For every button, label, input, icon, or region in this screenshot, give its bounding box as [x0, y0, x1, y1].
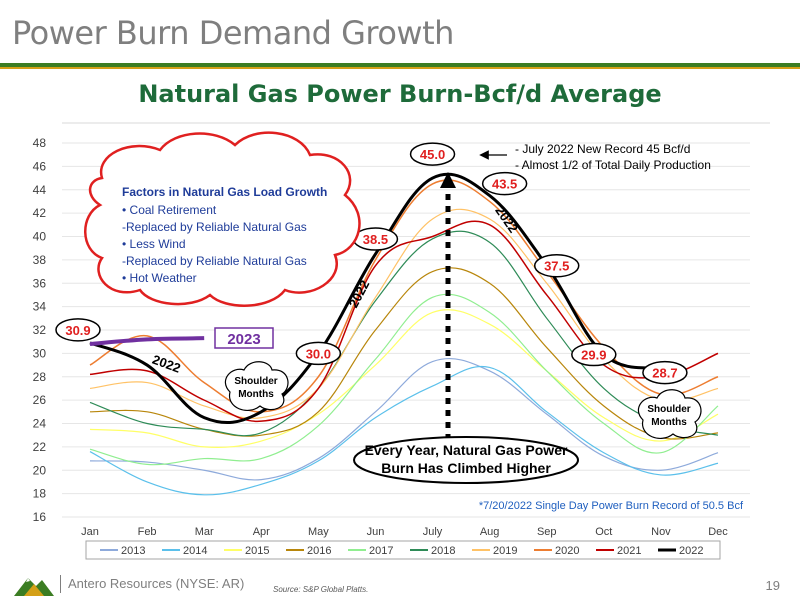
shoulder-months-fall-line2: Months — [651, 417, 687, 428]
legend-label-2021: 2021 — [617, 545, 641, 557]
y-tick-label: 34 — [33, 300, 47, 314]
title-rule — [0, 63, 800, 67]
cloud-line: • Hot Weather — [122, 271, 197, 285]
factors-cloud — [84, 131, 361, 307]
data-label: 29.9 — [581, 348, 606, 363]
title-rule-accent — [0, 67, 800, 69]
x-tick-label: May — [308, 526, 329, 538]
page-number: 19 — [765, 578, 780, 593]
data-label-bubble — [533, 253, 580, 278]
record-note-2: - Almost 1/2 of Total Daily Production — [515, 158, 711, 172]
y-tick-label: 16 — [33, 510, 47, 524]
y-tick-label: 40 — [33, 230, 47, 244]
data-label-bubble — [409, 142, 456, 166]
antero-logo-icon — [12, 572, 56, 603]
data-label-bubble — [481, 171, 528, 196]
x-tick-label: Apr — [253, 526, 270, 538]
y-tick-label: 28 — [33, 370, 47, 384]
data-label: 43.5 — [492, 177, 517, 192]
y-tick-label: 32 — [33, 323, 47, 337]
y-tick-label: 48 — [33, 136, 47, 150]
data-label: 30.0 — [306, 346, 331, 361]
footer-source: Source: S&P Global Platts. — [273, 585, 369, 594]
legend-label-2017: 2017 — [369, 545, 393, 557]
record-note-1: - July 2022 New Record 45 Bcf/d — [515, 142, 690, 156]
climb-note-line2: Burn Has Climbed Higher — [381, 460, 551, 476]
series-line-2022 — [89, 172, 662, 425]
data-label: 30.9 — [65, 323, 90, 338]
y-axis: 16 18 20 22 24 26 28 30 32 34 36 38 40 42 44 46 48 — [33, 136, 47, 524]
label-2023: 2023 — [227, 331, 260, 348]
data-label-bubble — [571, 342, 617, 367]
y-tick-label: 44 — [33, 183, 47, 197]
data-label-bubble — [55, 318, 101, 342]
legend-box — [85, 540, 721, 560]
y-tick-label: 18 — [33, 487, 47, 501]
series-line-2014 — [89, 365, 719, 496]
x-tick-label: July — [423, 526, 443, 538]
series-line-2018 — [89, 230, 719, 437]
cloud-line: -Replaced by Reliable Natural Gas — [122, 220, 307, 234]
cloud-line: • Coal Retirement — [122, 203, 217, 217]
legend-label-2014: 2014 — [183, 545, 207, 557]
annotations: 2023 30.9 30.0 38.5 45.0 43.5 37.5 29.9 28.7 2022… — [55, 131, 744, 512]
footer-separator — [60, 575, 61, 593]
shoulder-months-fall-cloud — [637, 389, 702, 439]
series-line-2013 — [89, 357, 719, 481]
curve-label-2022-jun: 2022 — [346, 278, 373, 311]
x-tick-label: Feb — [138, 526, 157, 538]
y-tick-label: 42 — [33, 206, 47, 220]
shoulder-months-spring-line2: Months — [238, 389, 274, 400]
x-tick-label: Nov — [651, 526, 671, 538]
label-2023-box — [214, 327, 274, 349]
legend-label-2015: 2015 — [245, 545, 269, 557]
legend-label-2022: 2022 — [679, 545, 703, 557]
cloud-line: -Replaced by Reliable Natural Gas — [122, 254, 307, 268]
cloud-title: Factors in Natural Gas Load Growth — [122, 185, 327, 199]
series-line-2023 — [89, 336, 205, 347]
series-line-2017 — [89, 293, 719, 466]
climb-arrowhead — [440, 172, 456, 188]
footer-company: Antero Resources (NYSE: AR) — [68, 576, 245, 591]
x-tick-label: Jun — [367, 526, 385, 538]
legend: 2013 2014 2015 2016 2017 2018 2019 2020 2021 2022 — [85, 540, 721, 560]
shoulder-months-fall-line1: Shoulder — [647, 404, 690, 415]
y-tick-label: 22 — [33, 440, 47, 454]
shoulder-months-spring-line1: Shoulder — [234, 376, 277, 387]
y-tick-label: 46 — [33, 159, 47, 173]
legend-label-2019: 2019 — [493, 545, 517, 557]
climb-note-line1: Every Year, Natural Gas Power — [365, 442, 568, 458]
y-tick-label: 24 — [33, 417, 47, 431]
y-tick-label: 26 — [33, 393, 47, 407]
climb-note-bubble — [353, 436, 579, 484]
legend-label-2020: 2020 — [555, 545, 579, 557]
data-label-bubble — [295, 341, 342, 366]
x-tick-label: Jan — [81, 526, 99, 538]
y-tick-label: 36 — [33, 276, 47, 290]
shoulder-months-spring-cloud — [224, 361, 289, 411]
data-label: 38.5 — [363, 232, 388, 247]
data-label: 45.0 — [420, 147, 445, 162]
slide-title: Power Burn Demand Growth — [12, 14, 454, 52]
x-tick-label: Mar — [195, 526, 214, 538]
data-label: 28.7 — [652, 366, 677, 381]
x-axis: Jan Feb Mar Apr May Jun July Aug Sep Oct Nov Dec — [81, 526, 728, 538]
x-tick-label: Sep — [537, 526, 557, 538]
y-tick-label: 30 — [33, 346, 47, 360]
y-tick-label: 20 — [33, 463, 47, 477]
x-tick-label: Oct — [595, 526, 612, 538]
single-day-record: *7/20/2022 Single Day Power Burn Record … — [479, 500, 744, 512]
data-label-bubble — [642, 360, 688, 385]
chart-title: Natural Gas Power Burn-Bcf/d Average — [138, 80, 662, 108]
x-tick-label: Aug — [480, 526, 500, 538]
x-tick-label: Dec — [708, 526, 728, 538]
series-line-2015 — [89, 309, 719, 449]
legend-label-2016: 2016 — [307, 545, 331, 557]
y-tick-label: 38 — [33, 253, 47, 267]
cloud-line: • Less Wind — [122, 237, 186, 251]
data-label: 37.5 — [544, 259, 569, 274]
legend-label-2013: 2013 — [121, 545, 145, 557]
legend-label-2018: 2018 — [431, 545, 455, 557]
